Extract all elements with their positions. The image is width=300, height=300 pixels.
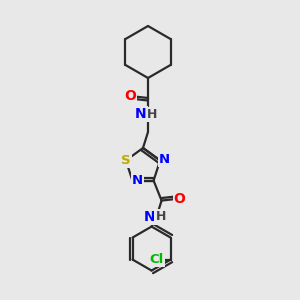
Text: N: N: [132, 174, 143, 187]
Text: Cl: Cl: [149, 253, 164, 266]
Text: N: N: [159, 153, 170, 166]
Text: N: N: [135, 107, 147, 121]
Text: S: S: [121, 154, 131, 167]
Text: N: N: [144, 210, 155, 224]
Text: O: O: [124, 89, 136, 103]
Text: H: H: [155, 210, 166, 223]
Text: O: O: [174, 192, 185, 206]
Text: H: H: [147, 107, 157, 121]
